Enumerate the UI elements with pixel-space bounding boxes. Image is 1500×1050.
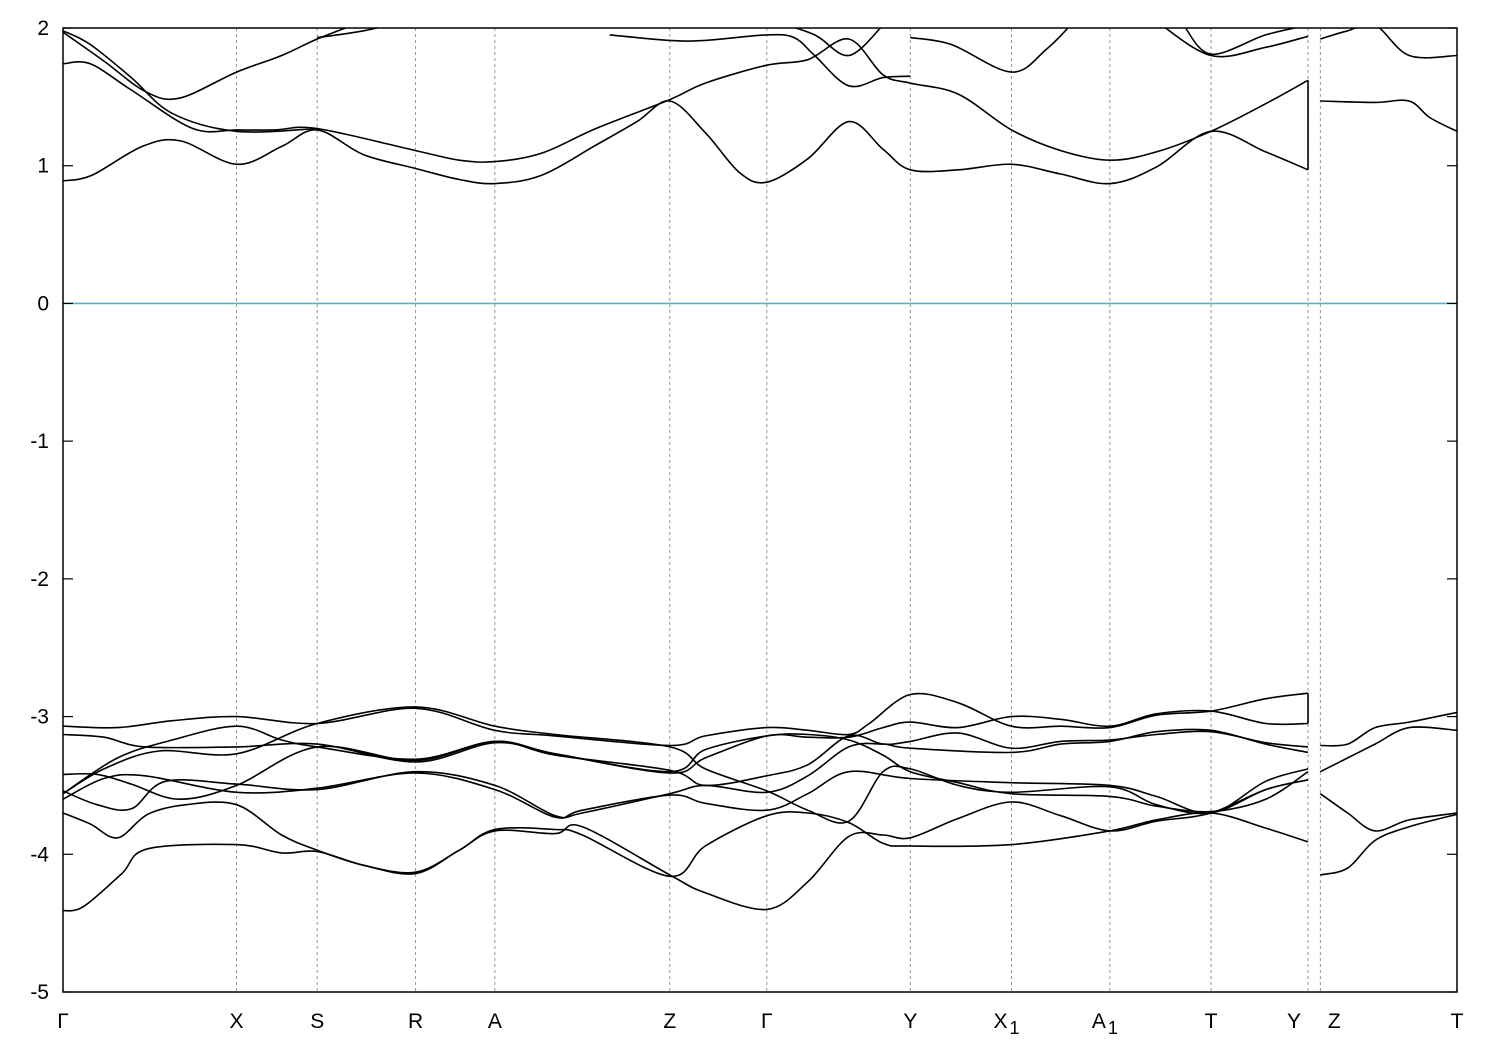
y-tick-label-6: 1	[37, 155, 49, 178]
y-tick-label-3: -2	[30, 568, 49, 591]
band-line-22	[1319, 793, 1457, 832]
x-tick-label-6: Γ	[761, 1010, 773, 1033]
x-tick-label-11: Y	[1287, 1010, 1301, 1033]
band-line-15	[63, 768, 1309, 819]
band-line-18	[63, 692, 1309, 747]
y-tick-label-5: 0	[37, 292, 49, 315]
x-tick-label-5: Z	[663, 1010, 676, 1033]
band-line-7	[910, 28, 1070, 73]
band-line-14	[63, 728, 1309, 819]
x-tick-label-4: A	[488, 1010, 502, 1033]
band-line-12	[63, 779, 1309, 912]
band-line-8	[1164, 28, 1309, 58]
x-tick-label-7: Y	[903, 1010, 917, 1033]
x-tick-label-10: T	[1205, 1010, 1218, 1033]
y-tick-label-0: -5	[30, 981, 49, 1004]
y-tick-label-1: -4	[30, 843, 49, 866]
x-tick-label-12: Z	[1328, 1010, 1341, 1033]
band-line-0	[63, 100, 1309, 185]
x-tick-label-13: T	[1451, 1010, 1464, 1033]
band-line-10	[1320, 99, 1457, 133]
x-tick-label-1: X	[230, 1010, 244, 1033]
band-line-21	[1320, 813, 1457, 876]
band-line-16	[63, 730, 1309, 801]
band-line-11	[1320, 28, 1457, 59]
band-line-3	[63, 28, 348, 101]
band-line-23	[1319, 726, 1457, 773]
plot-frame	[62, 27, 1458, 993]
grid-layer	[236, 28, 1321, 992]
band-line-17	[63, 733, 1309, 813]
band-line-9	[1184, 28, 1299, 56]
band-line-13	[63, 801, 1309, 878]
band-layer	[63, 28, 1457, 912]
band-line-5	[609, 33, 911, 88]
y-tick-label-7: 2	[37, 17, 49, 40]
x-tick-label-3: R	[408, 1010, 423, 1033]
band-line-24	[1320, 711, 1457, 747]
x-tick-label-0: Γ	[57, 1010, 69, 1033]
band-line-2	[63, 30, 318, 133]
y-tick-label-2: -3	[30, 706, 49, 729]
y-tick-label-4: -1	[30, 430, 49, 453]
band-line-20	[63, 709, 1309, 795]
band-line-6	[793, 28, 882, 57]
x-tick-label-2: S	[310, 1010, 324, 1033]
band-line-1	[63, 38, 1309, 163]
band-line-4	[317, 28, 381, 39]
axis-layer: -5 -4 -3 -2 -1 0 1 2 Γ X S R A Z Γ Y X 1 A 1 T Y Z T	[30, 17, 1463, 1038]
